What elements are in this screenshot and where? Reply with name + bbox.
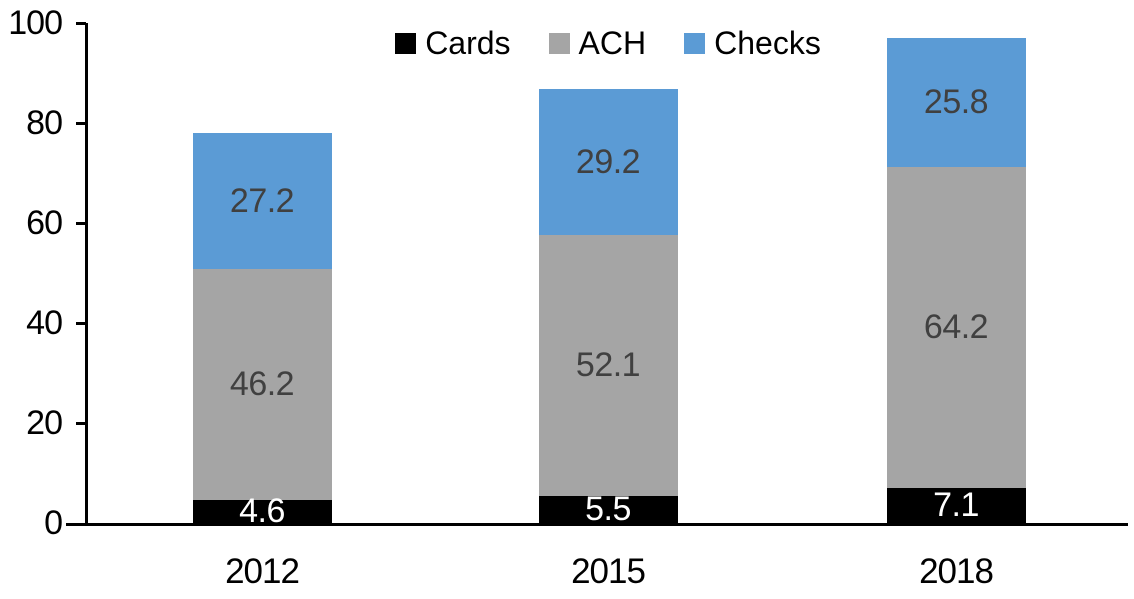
bar-segment-checks-2015: 29.2 bbox=[538, 89, 678, 235]
bar-segment-cards-2015: 5.5 bbox=[538, 490, 678, 528]
y-axis-tick bbox=[76, 321, 86, 325]
y-axis-tick bbox=[76, 121, 86, 125]
y-axis-line bbox=[85, 23, 88, 526]
bar-segment-ach-2018: 64.2 bbox=[886, 166, 1026, 488]
legend-item-ach: ACH bbox=[548, 25, 647, 61]
data-label: 7.1 bbox=[933, 485, 979, 524]
legend-swatch-icon bbox=[395, 32, 417, 54]
y-axis-tick-label: 100 bbox=[8, 4, 63, 42]
x-axis-tick-label: 2018 bbox=[919, 552, 994, 591]
y-axis-tick-label: 60 bbox=[26, 204, 63, 242]
x-axis-tick-label: 2012 bbox=[225, 552, 300, 591]
legend-label: ACH bbox=[578, 25, 647, 61]
data-label: 64.2 bbox=[923, 307, 989, 346]
legend: Cards ACH Checks bbox=[88, 27, 1128, 59]
y-axis-tick-label: 80 bbox=[26, 104, 63, 142]
bar-2018: 25.8 64.2 7.1 bbox=[886, 37, 1026, 524]
bar-segment-checks-2012: 27.2 bbox=[192, 133, 332, 269]
y-axis-tick-label: 20 bbox=[26, 404, 63, 442]
legend-swatch-icon bbox=[684, 32, 706, 54]
y-axis-tick bbox=[76, 421, 86, 425]
bar-segment-checks-2018: 25.8 bbox=[886, 37, 1026, 167]
legend-swatch-icon bbox=[548, 32, 570, 54]
y-axis-tick bbox=[76, 21, 86, 25]
bar-segment-ach-2012: 46.2 bbox=[192, 269, 332, 500]
data-label: 4.6 bbox=[239, 492, 285, 530]
x-axis-line bbox=[66, 523, 1128, 526]
y-axis-tick-label: 0 bbox=[44, 504, 63, 542]
data-label: 29.2 bbox=[575, 142, 641, 181]
bar-segment-cards-2012: 4.6 bbox=[192, 492, 332, 530]
legend-label: Cards bbox=[425, 25, 511, 61]
y-axis-tick bbox=[76, 221, 86, 225]
y-axis-tick-label: 40 bbox=[26, 304, 63, 342]
bar-2012: 27.2 46.2 4.6 bbox=[192, 133, 332, 530]
data-label: 46.2 bbox=[229, 365, 295, 403]
data-label: 5.5 bbox=[585, 489, 631, 528]
x-axis-tick-label: 2015 bbox=[571, 552, 646, 591]
data-label: 27.2 bbox=[229, 181, 295, 220]
bar-segment-cards-2018: 7.1 bbox=[886, 485, 1026, 524]
bar-segment-ach-2015: 52.1 bbox=[538, 235, 678, 496]
legend-label: Checks bbox=[714, 25, 821, 61]
data-label: 52.1 bbox=[575, 345, 641, 384]
data-label: 25.8 bbox=[923, 82, 989, 121]
legend-item-cards: Cards bbox=[395, 25, 511, 61]
legend-item-checks: Checks bbox=[684, 27, 821, 59]
bar-2015: 29.2 52.1 5.5 bbox=[538, 89, 678, 528]
